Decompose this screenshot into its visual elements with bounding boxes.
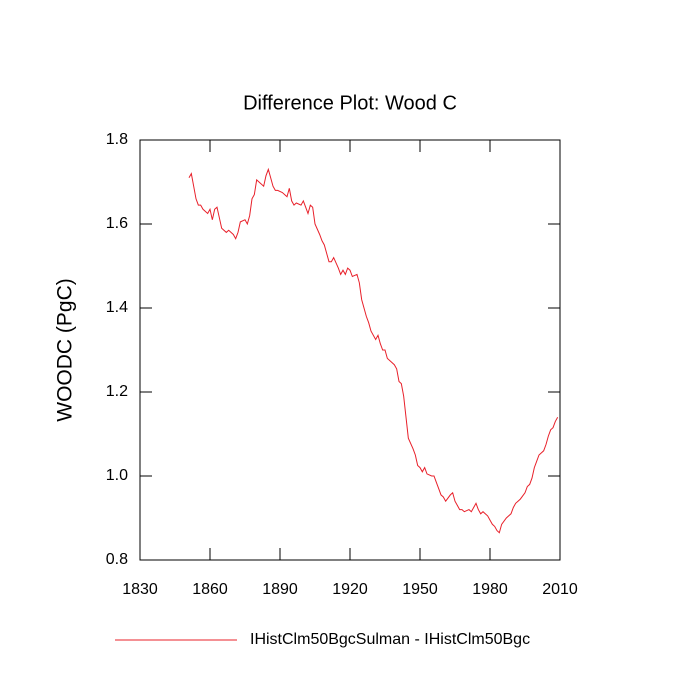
y-tick-label: 0.8 <box>106 551 128 568</box>
y-tick-label: 1.2 <box>106 383 128 400</box>
x-tick-label: 2010 <box>542 581 578 598</box>
y-tick-label: 1.0 <box>106 467 128 484</box>
x-tick-label: 1920 <box>332 581 368 598</box>
x-tick-label: 1950 <box>402 581 438 598</box>
x-tick-label: 1860 <box>192 581 228 598</box>
y-tick-label: 1.6 <box>106 215 128 232</box>
y-tick-label: 1.8 <box>106 131 128 148</box>
x-tick-label: 1830 <box>122 581 158 598</box>
data-line <box>188 167 559 534</box>
x-tick-label: 1980 <box>472 581 508 598</box>
chart-title: Difference Plot: Wood C <box>243 92 457 114</box>
y-tick-label: 1.4 <box>106 299 128 316</box>
legend-label: IHistClm50BgcSulman - IHistClm50Bgc <box>250 631 530 648</box>
x-tick-label: 1890 <box>262 581 298 598</box>
plot-frame <box>139 139 561 561</box>
y-axis-label: WOODC (PgC) <box>54 278 77 422</box>
